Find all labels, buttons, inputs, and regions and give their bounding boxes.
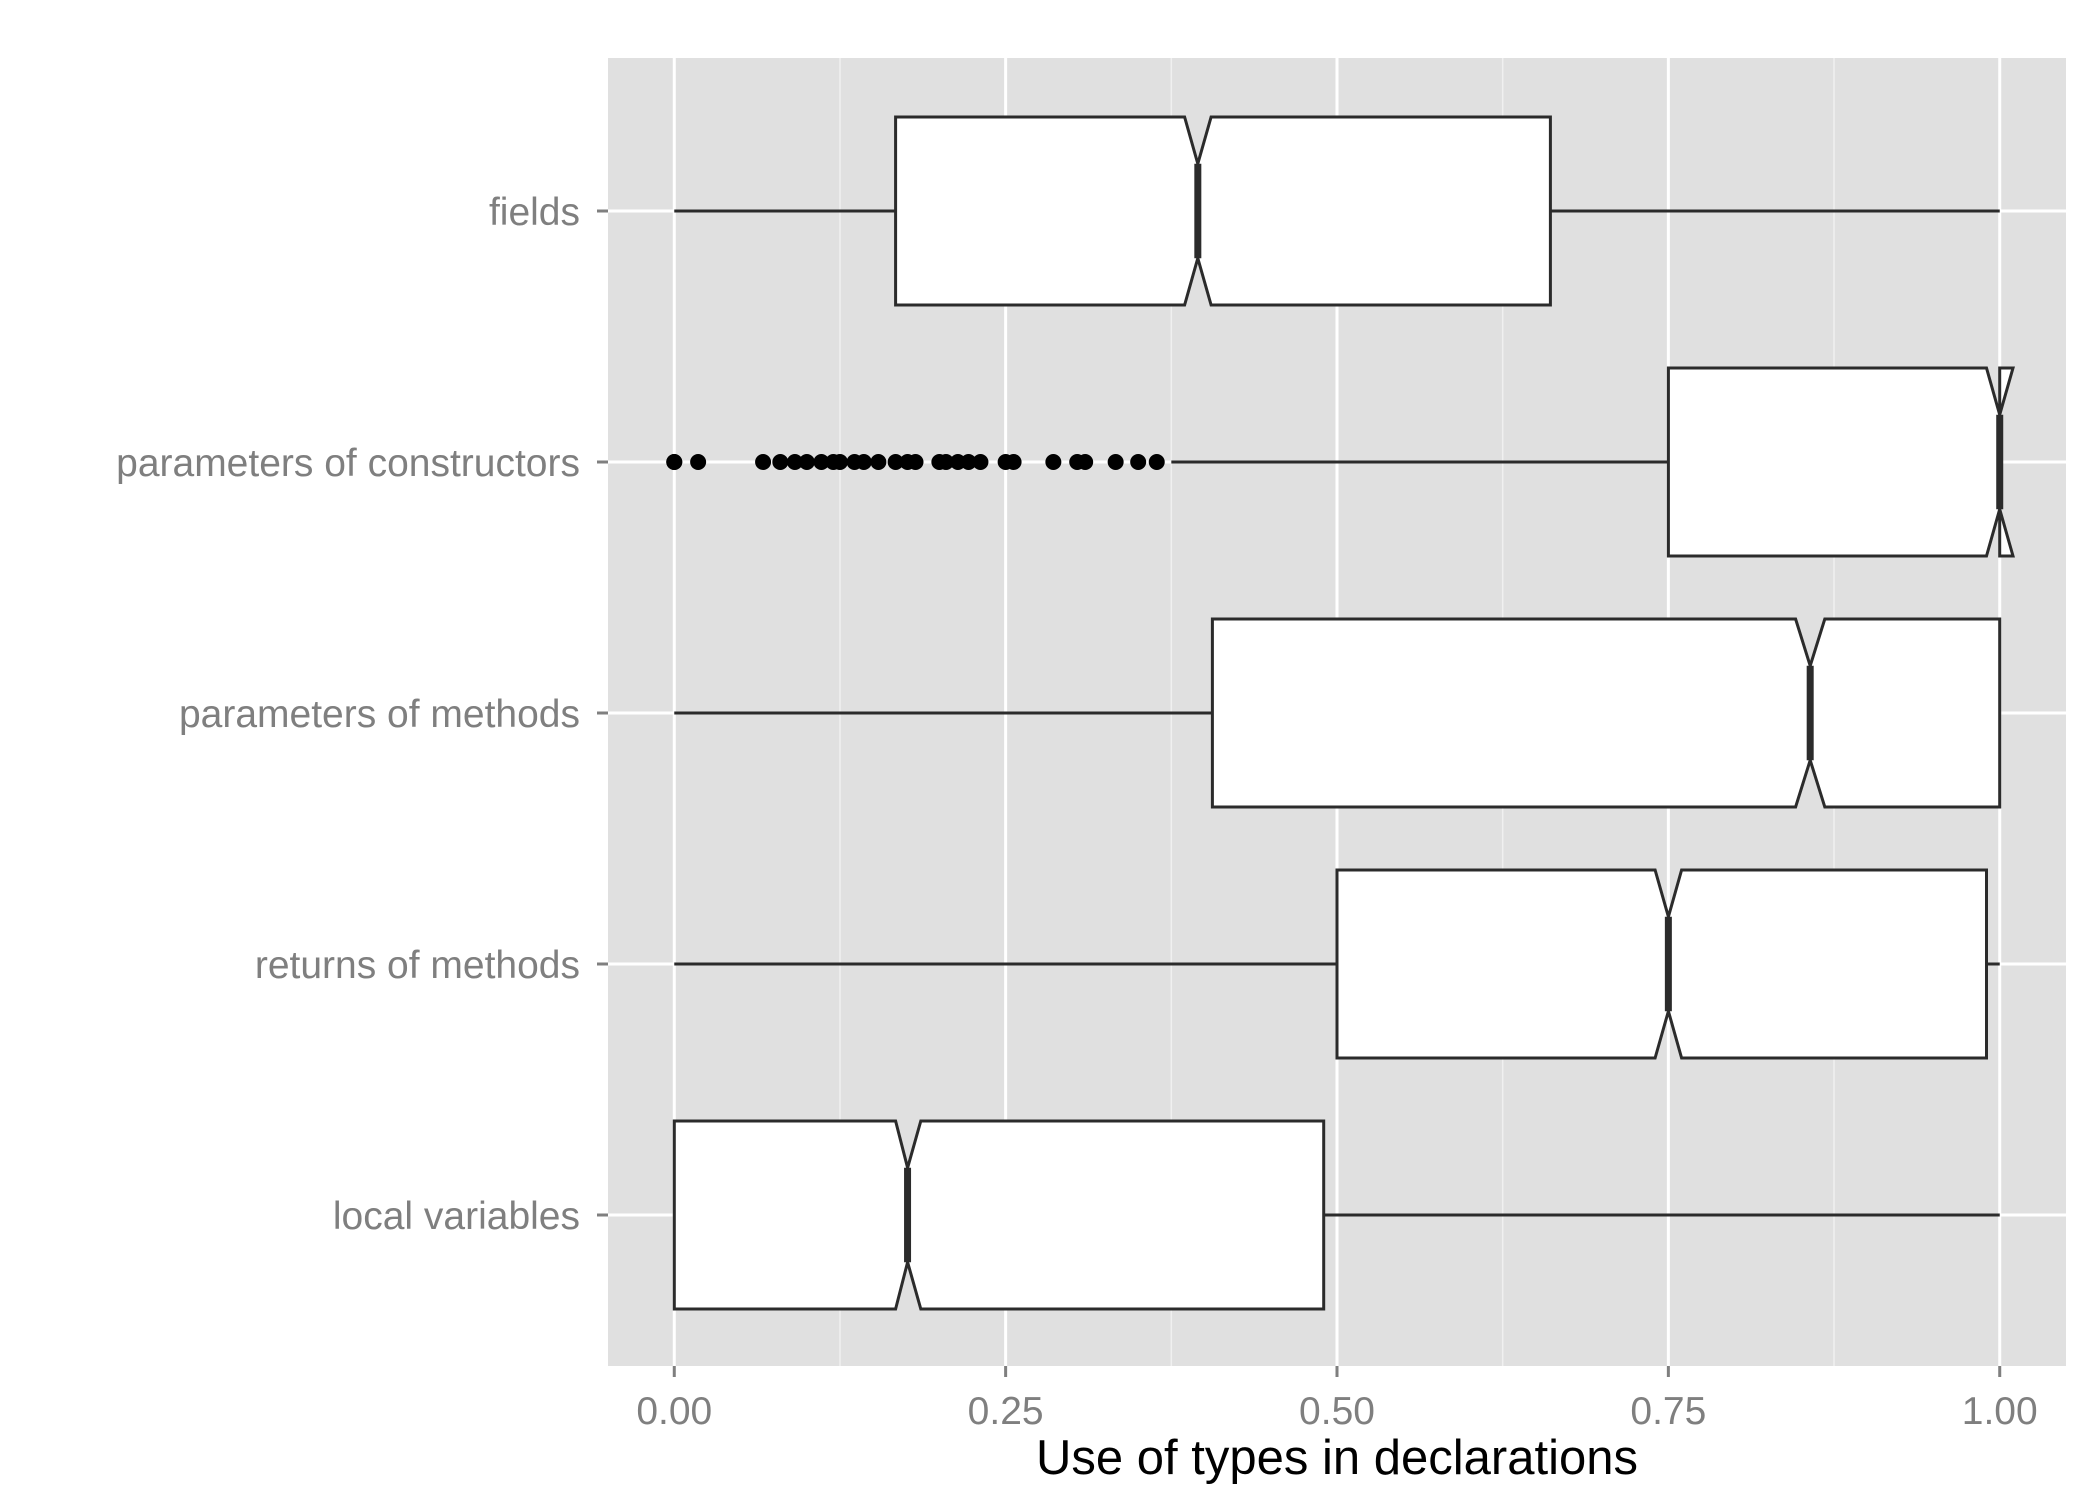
box-fields — [674, 115, 2000, 307]
box-local-variables — [672, 1119, 2000, 1311]
outlier-point — [972, 454, 989, 470]
outlier-point — [813, 454, 830, 470]
outlier-point — [690, 454, 707, 470]
y-tick-label: fields — [489, 191, 580, 234]
outlier-point — [855, 454, 872, 470]
box-parameters-of-constructors — [666, 366, 2015, 558]
outlier-point — [831, 454, 848, 470]
outlier-point — [666, 454, 683, 470]
box-body — [1335, 868, 1988, 1060]
outlier-point — [755, 454, 772, 470]
y-tick-label: local variables — [333, 1195, 580, 1238]
outlier-point — [798, 454, 815, 470]
outlier-point — [1045, 454, 1062, 470]
outlier-point — [960, 454, 977, 470]
x-tick-label: 0.25 — [968, 1390, 1044, 1433]
y-tick-label: parameters of constructors — [116, 442, 580, 485]
outlier-point — [786, 454, 803, 470]
outlier-point — [887, 454, 904, 470]
box-body — [672, 1119, 1326, 1311]
outlier-point — [937, 454, 954, 470]
box-body — [1666, 366, 2015, 558]
outlier-point — [907, 454, 924, 470]
outlier-point — [870, 454, 887, 470]
outlier-point — [1107, 454, 1124, 470]
axes: 0.00 0.25 0.50 0.75 1.00 fields parameters of … — [116, 191, 2038, 1433]
x-tick-label: 0.50 — [1299, 1390, 1375, 1433]
x-tick-label: 0.00 — [636, 1390, 712, 1433]
box-returns-of-methods — [674, 868, 2000, 1060]
x-axis-title: Use of types in declarations — [1036, 1431, 1638, 1485]
boxes — [666, 115, 2015, 1311]
y-tick-label: parameters of methods — [179, 693, 580, 736]
x-tick-label: 1.00 — [1962, 1390, 2038, 1433]
outlier-point — [1130, 454, 1147, 470]
box-parameters-of-methods — [674, 617, 2002, 809]
outlier-point — [1148, 454, 1165, 470]
outlier-point — [772, 454, 789, 470]
outlier-point — [1077, 454, 1094, 470]
box-body — [894, 115, 1552, 307]
y-tick-label: returns of methods — [255, 944, 580, 987]
outlier-point — [1005, 454, 1022, 470]
x-tick-label: 0.75 — [1630, 1390, 1706, 1433]
box-body — [1210, 617, 2002, 809]
